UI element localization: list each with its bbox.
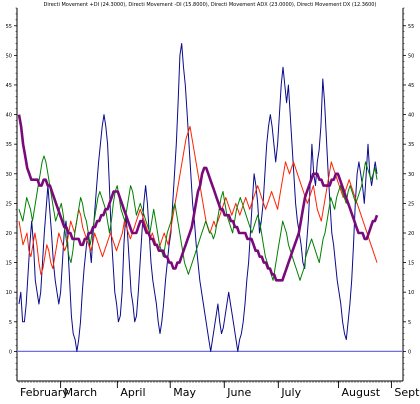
y-tick-label: 0 bbox=[408, 349, 411, 355]
series-line-3 bbox=[17, 114, 379, 282]
y-tick-label: 35 bbox=[408, 142, 414, 148]
y-tick-label: 55 bbox=[6, 24, 12, 30]
y-tick-label: 20 bbox=[408, 231, 414, 237]
x-month-label: September bbox=[394, 386, 420, 399]
y-tick-label: 10 bbox=[408, 290, 414, 296]
y-tick-label: 25 bbox=[6, 201, 12, 207]
y-tick-label: 25 bbox=[408, 201, 414, 207]
x-month-label: August bbox=[342, 386, 381, 399]
y-tick-label: 30 bbox=[408, 172, 414, 178]
series-line-0 bbox=[18, 43, 378, 352]
y-tick-label: 5 bbox=[9, 320, 12, 326]
x-month-label: May bbox=[173, 386, 196, 399]
y-tick-label: 45 bbox=[6, 83, 12, 89]
y-tick-label: 40 bbox=[6, 113, 12, 119]
chart-title: Directi Movement +DI (24.3000), Directi … bbox=[44, 2, 377, 8]
x-month-label: March bbox=[64, 386, 98, 399]
x-month-label: April bbox=[120, 386, 145, 399]
y-tick-label: 45 bbox=[408, 83, 414, 89]
y-tick-label: 5 bbox=[408, 320, 411, 326]
y-tick-label: 30 bbox=[6, 172, 12, 178]
series-line-2 bbox=[18, 155, 378, 281]
y-tick-label: 35 bbox=[6, 142, 12, 148]
x-month-label: June bbox=[226, 386, 251, 399]
y-tick-label: 10 bbox=[6, 290, 12, 296]
y-tick-label: 50 bbox=[408, 53, 414, 59]
y-tick-label: 0 bbox=[9, 349, 12, 355]
series-layer bbox=[17, 43, 379, 352]
y-tick-label: 55 bbox=[408, 24, 414, 30]
x-month-label: February bbox=[20, 386, 69, 399]
y-tick-label: 50 bbox=[6, 53, 12, 59]
y-tick-label: 15 bbox=[6, 261, 12, 267]
x-month-label: July bbox=[280, 386, 301, 399]
y-tick-label: 15 bbox=[408, 261, 414, 267]
y-tick-label: 40 bbox=[408, 113, 414, 119]
y-tick-label: 20 bbox=[6, 231, 12, 237]
